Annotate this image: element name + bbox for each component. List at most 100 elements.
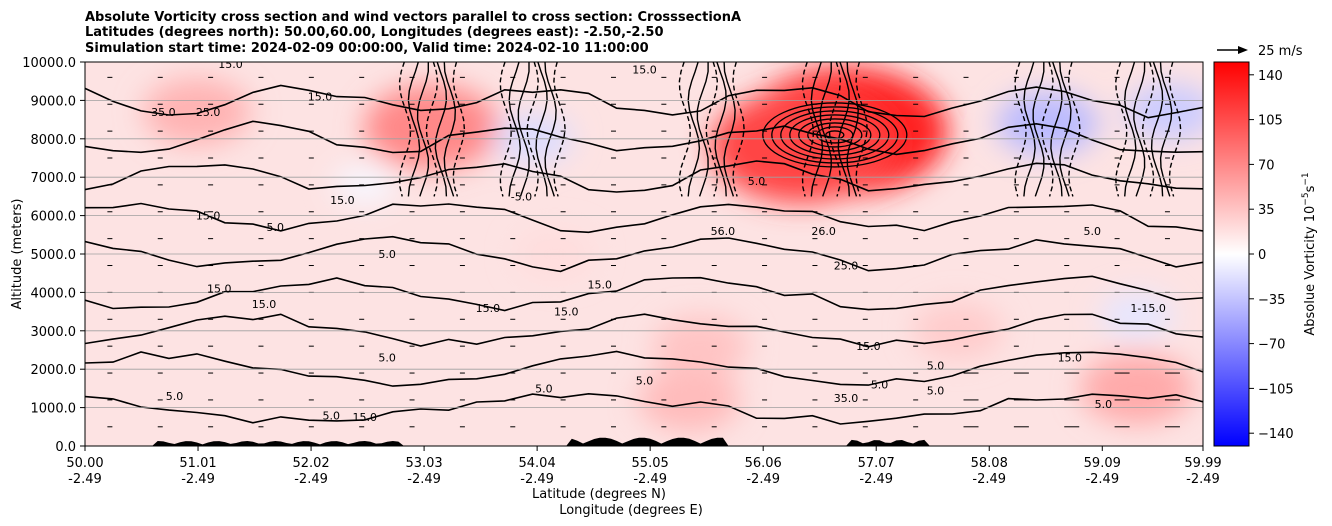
grid-lines [85, 100, 1203, 409]
x-tick-label-lon: -2.49 [746, 472, 780, 487]
contour-line [1150, 62, 1164, 197]
contour-label: 15.0 [353, 411, 378, 424]
contour-line [434, 62, 448, 197]
contour-ring [798, 118, 872, 152]
contour-line [723, 62, 736, 197]
contour-line [85, 313, 1203, 348]
colorbar-tick-label: 0 [1258, 248, 1266, 263]
vorticity-blob [142, 78, 251, 146]
x-tick-label-lat: 52.02 [292, 456, 329, 471]
contour-label: 5.0 [1095, 398, 1113, 411]
x-tick-label-lat: 56.06 [745, 456, 782, 471]
contour-line [837, 62, 850, 197]
terrain-silhouette [85, 437, 1203, 446]
contour-label: 5.0 [1083, 225, 1101, 238]
y-tick-label: 10000.0 [22, 56, 76, 71]
contour-ring [780, 110, 890, 160]
contour-line [407, 62, 421, 197]
x-tick-label-lat: 58.08 [971, 456, 1008, 471]
contour-label: 5.0 [166, 390, 184, 403]
contour-label: 15.0 [308, 91, 333, 104]
colorbar-label-exponent: −5 [1301, 192, 1311, 205]
contour-line [499, 62, 513, 197]
contour-line [801, 62, 815, 197]
x-tick-label-lat: 50.00 [66, 456, 103, 471]
vorticity-blob [363, 84, 500, 170]
x-tick-label-lat: 53.03 [405, 456, 442, 471]
contour-label: 35.0 [834, 392, 859, 405]
contour-label: 5.0 [636, 375, 654, 388]
contour-label: 35.0 [151, 106, 176, 119]
y-tick-label: 0.0 [55, 440, 76, 455]
contour-line [553, 62, 566, 197]
contour-label: 15.0 [196, 210, 221, 223]
x-tick-label-lat: 55.05 [632, 456, 669, 471]
contour-line [810, 62, 824, 197]
contour-ring [771, 106, 899, 164]
contour-line [1159, 62, 1173, 197]
quiver-key: 25 m/s [1217, 44, 1303, 59]
colorbar-tick-label: 70 [1258, 158, 1275, 173]
contour-label: 15.0 [1058, 352, 1083, 365]
contour-label: -5.0 [511, 190, 532, 203]
contour-label: 5.0 [267, 221, 285, 234]
plot-area: 15.0 25.0 35.0 15.0 15.0 15.0 5.0 15.0 15.0 15.0 5… [84, 61, 1204, 447]
contour-line [544, 62, 557, 197]
contour-line [508, 62, 522, 197]
title-line-1: Absolute Vorticity cross section and win… [85, 10, 741, 25]
y-tick-label: 7000.0 [31, 171, 77, 186]
contour-label: 5.0 [378, 352, 396, 365]
contour-line [828, 62, 842, 197]
vorticity-blob [638, 367, 741, 432]
quiver-key-arrow-head [1238, 46, 1248, 54]
contour-line [1141, 62, 1155, 197]
contour-line [85, 202, 1203, 234]
colorbar-label-main: Absolue Vorticity 10 [1303, 206, 1318, 336]
wind-vectors [107, 76, 1180, 428]
x-tick-label-lat: 57.07 [858, 456, 895, 471]
contour-line [1041, 62, 1054, 197]
terrain-shape [85, 437, 1203, 446]
vorticity-blob [710, 89, 892, 203]
contour-line [425, 62, 439, 197]
contour-label: 15.0 [588, 279, 613, 292]
contour-line [85, 120, 1203, 156]
contour-label: 25.0 [196, 106, 221, 119]
contour-line [85, 275, 1203, 312]
x-tick-label-lon: -2.49 [520, 472, 554, 487]
contour-ring [762, 102, 908, 168]
title-line-2: Latitudes (degrees north): 50.00,60.00, … [85, 25, 664, 40]
contour-label: 5.0 [378, 248, 396, 261]
contour-lines [85, 62, 1203, 425]
contour-ring [789, 114, 881, 156]
x-tick-label-lon: -2.49 [181, 472, 215, 487]
contour-label: 15.0 [476, 302, 501, 315]
contour-line [85, 235, 1203, 273]
x-tick-label-lat: 51.01 [179, 456, 216, 471]
contour-line [416, 62, 429, 197]
colorbar-label-units-exponent: −1 [1301, 172, 1311, 185]
contour-line [678, 62, 692, 197]
contour-line [1059, 62, 1072, 197]
contour-line [732, 62, 745, 197]
colorbar-tick-label: 105 [1258, 114, 1283, 129]
contour-line [85, 84, 1203, 119]
x-tick-label-lat: 59.09 [1084, 456, 1121, 471]
contour-label: 15.0 [207, 283, 232, 296]
contour-line [526, 62, 539, 197]
colorbar-ticks: 140 105 70 35 0 −35 −70 −105 −140 [1249, 69, 1294, 442]
colorbar-tick-label: 140 [1258, 69, 1283, 84]
contour-label: 5.0 [535, 382, 553, 395]
contour-line [443, 62, 457, 197]
colorbar-tick-label: −70 [1258, 338, 1285, 353]
colorbar: 140 105 70 35 0 −35 −70 −105 −140 Absolue Vortic… [1213, 61, 1318, 447]
contour-line [517, 62, 530, 197]
contour-line [705, 62, 719, 197]
contour-line [398, 62, 412, 197]
y-axis: 0.0 1000.0 2000.0 3000.0 4000.0 5000.0 6000.0 7… [22, 56, 85, 455]
vorticity-field [142, 67, 1203, 432]
y-tick-label: 9000.0 [31, 94, 77, 109]
colorbar-label-units: s [1303, 185, 1318, 192]
contour-line [687, 62, 701, 197]
